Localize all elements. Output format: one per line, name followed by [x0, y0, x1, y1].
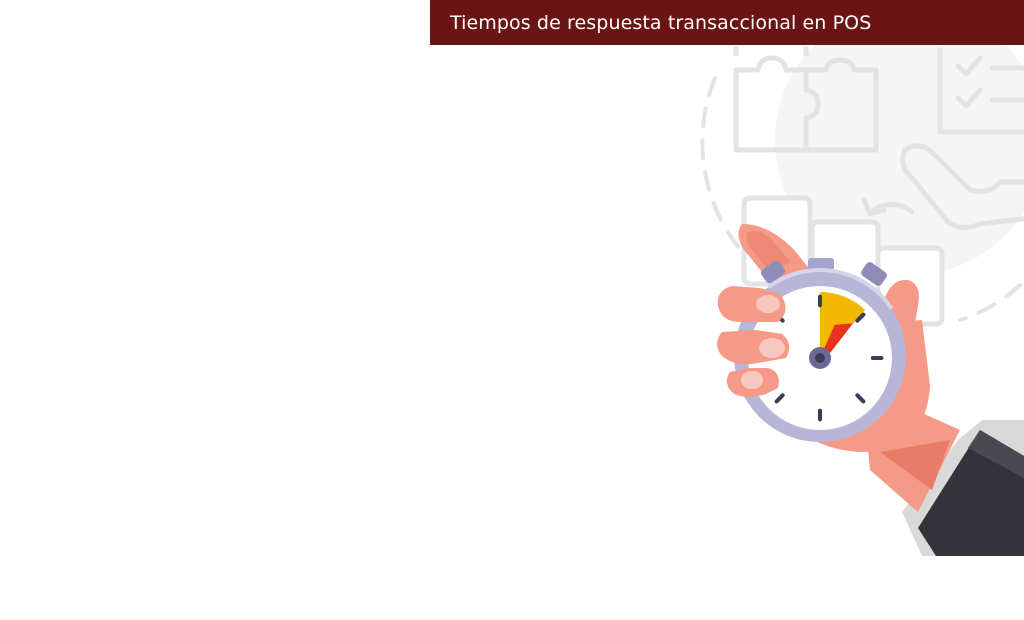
dial-tick [855, 312, 866, 323]
index-finger-shade [746, 231, 790, 272]
wrist-shadow [880, 440, 950, 490]
dashed-arc-left [700, 76, 762, 272]
dial-tick [774, 393, 785, 404]
dial-tick [855, 393, 866, 404]
puzzle-icon [733, 46, 879, 153]
slide-title: Tiempos de respuesta transaccional en PO… [450, 11, 872, 34]
fingers [717, 286, 790, 397]
handshake-icon [900, 143, 1024, 230]
suit-sleeve [902, 420, 1024, 556]
dashed-arc-right [958, 283, 1022, 322]
stopwatch-buttons [760, 258, 887, 286]
refresh-arrow-icon [861, 197, 915, 217]
title-bar: Tiempos de respuesta transaccional en PO… [430, 0, 1024, 45]
